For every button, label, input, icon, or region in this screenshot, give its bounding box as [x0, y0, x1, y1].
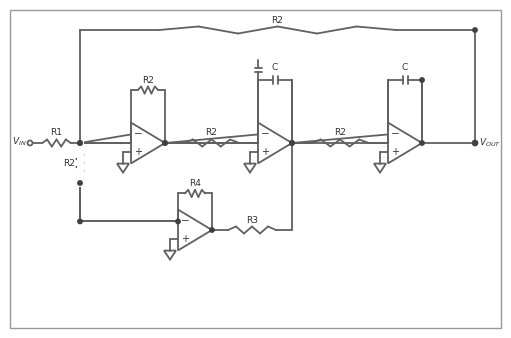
Circle shape [78, 181, 82, 185]
FancyBboxPatch shape [10, 10, 501, 328]
Circle shape [473, 141, 477, 145]
Circle shape [28, 141, 33, 145]
Text: R2: R2 [63, 159, 75, 168]
Text: R4: R4 [189, 179, 201, 188]
Circle shape [176, 219, 180, 224]
Circle shape [78, 219, 82, 224]
Circle shape [210, 228, 214, 232]
Text: R2: R2 [142, 76, 154, 85]
Circle shape [473, 28, 477, 32]
Circle shape [420, 141, 424, 145]
Text: C: C [402, 63, 408, 72]
Circle shape [290, 141, 294, 145]
Circle shape [78, 141, 82, 145]
Text: R2: R2 [205, 128, 218, 137]
Text: R3: R3 [246, 216, 258, 225]
Circle shape [420, 78, 424, 82]
Circle shape [290, 141, 294, 145]
Circle shape [163, 141, 167, 145]
Text: −: − [133, 129, 142, 140]
Text: $V_{OUT}$: $V_{OUT}$ [479, 137, 501, 149]
Text: −: − [180, 216, 189, 226]
Text: +: + [181, 234, 189, 244]
Text: −: − [390, 129, 399, 140]
Text: −: − [261, 129, 269, 140]
Text: C: C [272, 63, 278, 72]
Text: R1: R1 [51, 128, 62, 137]
Text: R2: R2 [334, 128, 346, 137]
Text: +: + [261, 147, 269, 156]
Text: +: + [134, 147, 142, 156]
Circle shape [78, 141, 82, 145]
Text: R2: R2 [271, 16, 284, 25]
Circle shape [473, 141, 477, 145]
Circle shape [163, 141, 167, 145]
Text: +: + [391, 147, 399, 156]
Text: $V_{IN}$: $V_{IN}$ [12, 136, 27, 148]
